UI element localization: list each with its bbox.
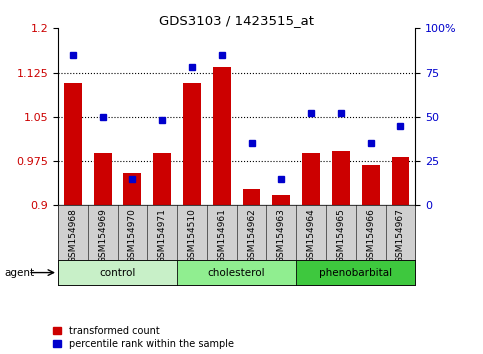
Bar <box>332 151 350 205</box>
Bar <box>153 153 171 205</box>
Text: GSM154970: GSM154970 <box>128 208 137 263</box>
Bar <box>183 82 201 205</box>
Legend: transformed count, percentile rank within the sample: transformed count, percentile rank withi… <box>53 326 234 349</box>
Text: GSM154967: GSM154967 <box>396 208 405 263</box>
Bar <box>272 195 290 205</box>
Bar <box>362 165 380 205</box>
Text: GSM154965: GSM154965 <box>337 208 345 263</box>
Bar <box>296 260 415 285</box>
Text: GSM154966: GSM154966 <box>366 208 375 263</box>
Text: cholesterol: cholesterol <box>208 268 266 278</box>
Bar <box>177 260 296 285</box>
Text: agent: agent <box>5 268 35 278</box>
Bar <box>392 157 410 205</box>
Bar <box>242 189 260 205</box>
Bar <box>302 153 320 205</box>
Text: GSM154964: GSM154964 <box>307 208 315 263</box>
Text: GSM154963: GSM154963 <box>277 208 286 263</box>
Bar <box>124 173 142 205</box>
Text: GSM154969: GSM154969 <box>98 208 107 263</box>
Bar <box>58 260 177 285</box>
Bar <box>64 82 82 205</box>
Text: GSM154961: GSM154961 <box>217 208 226 263</box>
Text: GSM154510: GSM154510 <box>187 208 197 263</box>
Text: control: control <box>99 268 136 278</box>
Text: GSM154971: GSM154971 <box>158 208 167 263</box>
Title: GDS3103 / 1423515_at: GDS3103 / 1423515_at <box>159 14 314 27</box>
Bar <box>213 67 231 205</box>
Text: phenobarbital: phenobarbital <box>319 268 392 278</box>
Bar <box>94 153 112 205</box>
Text: GSM154962: GSM154962 <box>247 208 256 263</box>
Text: GSM154968: GSM154968 <box>69 208 77 263</box>
